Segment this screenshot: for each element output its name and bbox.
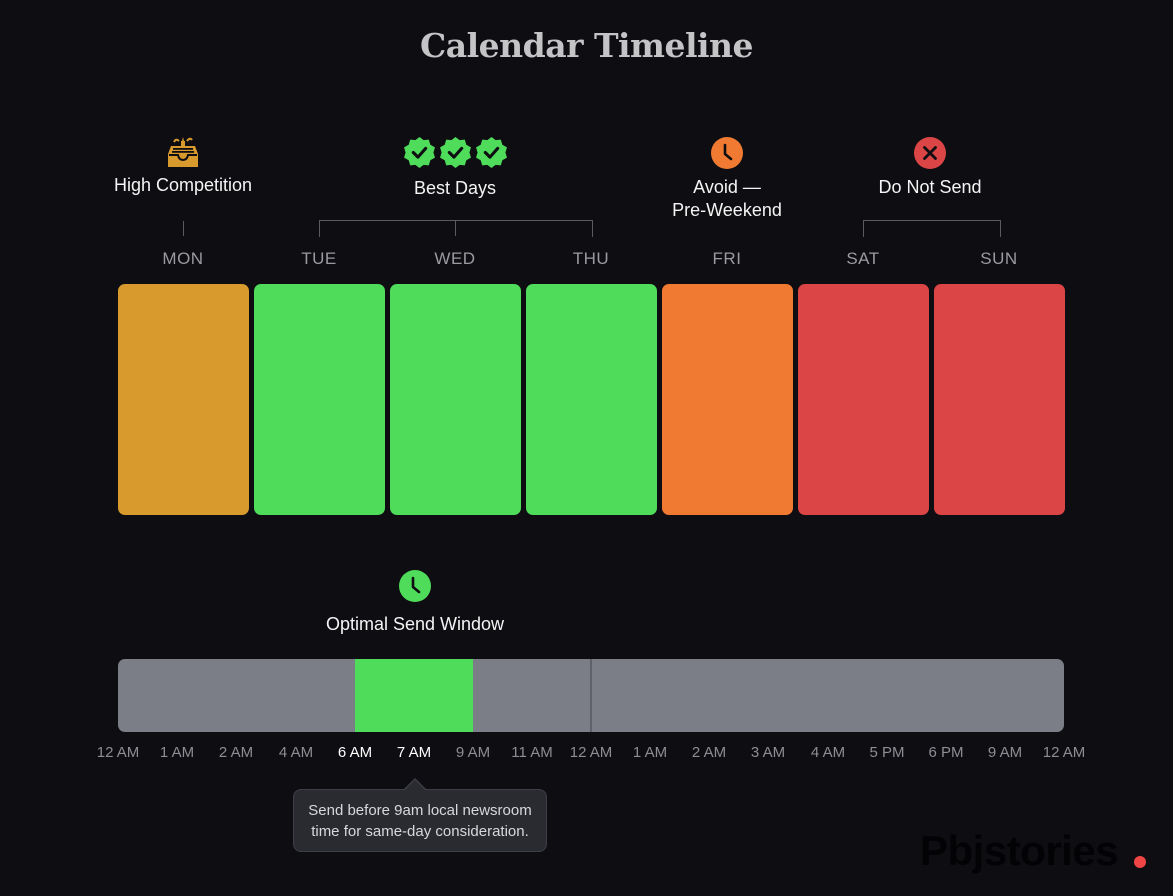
brand-dot xyxy=(1134,856,1146,868)
day-label-fri: FRI xyxy=(712,249,742,268)
day-divider xyxy=(590,659,592,732)
day-label-wed: WED xyxy=(434,249,476,268)
day-label-tue: TUE xyxy=(301,249,337,268)
clock-icon xyxy=(399,570,431,602)
annotation-high-competition: High Competition xyxy=(93,134,273,197)
time-tick: 12 AM xyxy=(1042,744,1086,761)
connector-line xyxy=(183,221,184,236)
time-tick: 4 AM xyxy=(810,744,846,761)
inbox-tray-icon xyxy=(168,137,198,167)
time-tick: 1 AM xyxy=(159,744,195,761)
time-tick: 2 AM xyxy=(218,744,254,761)
day-block-fri[interactable] xyxy=(662,284,793,515)
time-tick: 11 AM xyxy=(511,744,553,761)
verified-check-badge-icon xyxy=(475,137,507,168)
annotation-label: Best Days xyxy=(413,178,497,198)
annotation-best-days: Best Days xyxy=(355,136,555,200)
annotation-avoid-pre-weekend: Avoid — Pre-Weekend xyxy=(637,136,817,222)
tooltip-line: Send before 9am local newsroom xyxy=(308,802,532,819)
x-circle-icon xyxy=(914,137,946,169)
day-label-thu: THU xyxy=(572,249,610,268)
annotation-label: Pre-Weekend xyxy=(672,200,782,220)
day-block-tue[interactable] xyxy=(254,284,385,515)
tooltip-arrow-inner xyxy=(405,780,425,790)
day-block-thu[interactable] xyxy=(526,284,657,515)
day-label-sat: SAT xyxy=(846,249,880,268)
connector-line xyxy=(455,220,456,236)
annotation-label: High Competition xyxy=(113,175,253,195)
tooltip-line: time for same-day consideration. xyxy=(311,823,529,840)
bracket-best-days xyxy=(319,220,593,237)
time-tick: 12 AM xyxy=(569,744,613,761)
time-tick: 9 AM xyxy=(455,744,491,761)
day-block-wed[interactable] xyxy=(390,284,521,515)
time-tick: 2 AM xyxy=(691,744,727,761)
annotation-label: Optimal Send Window xyxy=(325,614,505,634)
annotation-optimal-send-window: Optimal Send Window xyxy=(305,569,525,636)
brand-watermark: Pbjstories xyxy=(920,827,1119,874)
time-tick: 5 PM xyxy=(869,744,905,761)
time-tick-highlighted: 6 AM xyxy=(337,744,373,761)
verified-check-badge-icon xyxy=(403,137,435,168)
annotation-label: Avoid — xyxy=(693,177,761,197)
time-tick: 4 AM xyxy=(278,744,314,761)
time-tick: 6 PM xyxy=(928,744,964,761)
day-label-mon: MON xyxy=(162,249,204,268)
time-tick: 9 AM xyxy=(987,744,1023,761)
clock-icon xyxy=(711,137,743,169)
optimal-window-highlight[interactable] xyxy=(355,659,473,732)
verified-check-badge-icon xyxy=(439,137,471,168)
tooltip: Send before 9am local newsroom time for … xyxy=(293,789,547,852)
annotation-do-not-send: Do Not Send xyxy=(840,136,1020,199)
time-tick: 1 AM xyxy=(632,744,668,761)
day-block-sat[interactable] xyxy=(798,284,929,515)
annotation-label: Do Not Send xyxy=(878,177,982,197)
day-block-sun[interactable] xyxy=(934,284,1065,515)
time-tick: 12 AM xyxy=(96,744,140,761)
page-title: Calendar Timeline xyxy=(419,26,754,65)
timeline-bar[interactable] xyxy=(118,659,1064,732)
bracket-weekend xyxy=(863,220,1001,237)
day-label-sun: SUN xyxy=(980,249,1018,268)
time-tick: 3 AM xyxy=(750,744,786,761)
time-tick-highlighted: 7 AM xyxy=(396,744,432,761)
day-block-mon[interactable] xyxy=(118,284,249,515)
